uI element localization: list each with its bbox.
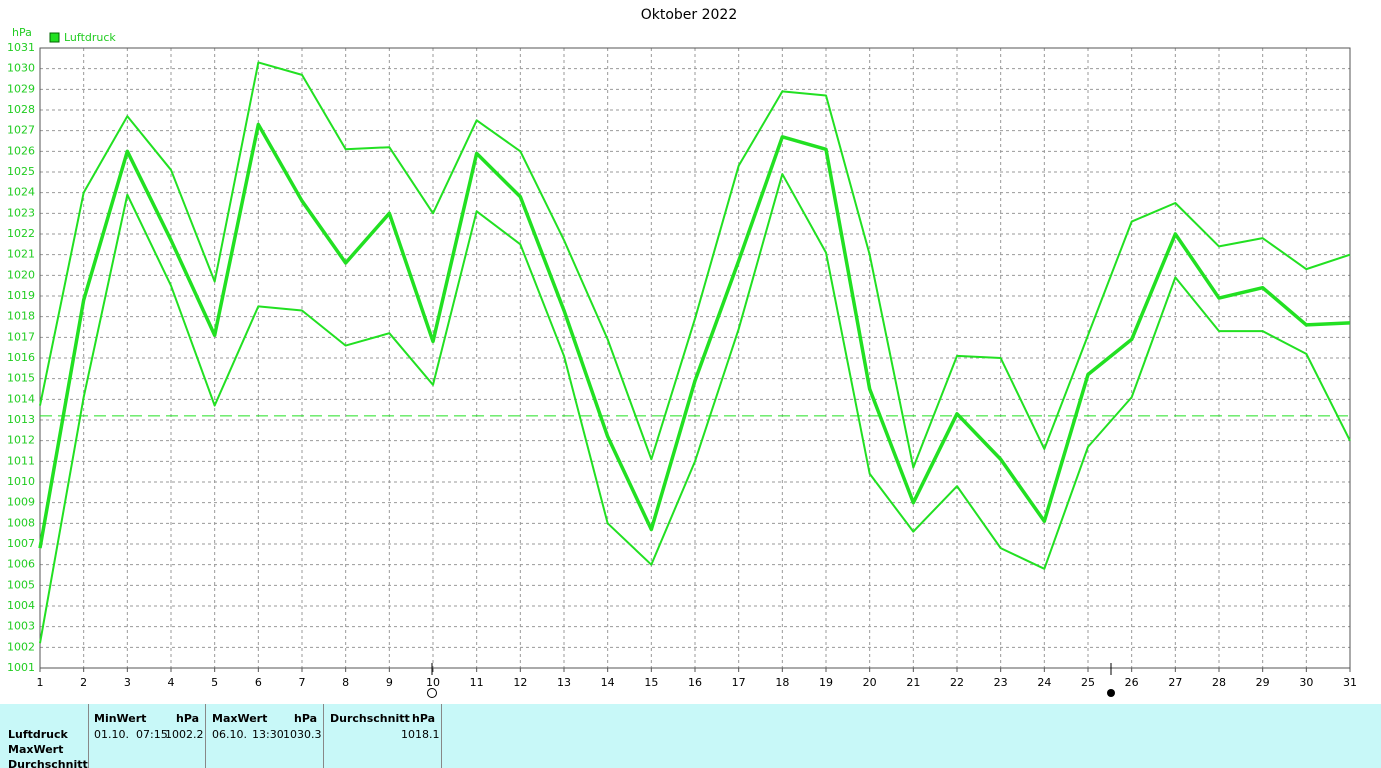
x-tick-label: 8 bbox=[342, 676, 349, 689]
x-tick-label: 29 bbox=[1256, 676, 1270, 689]
cell-value: 1002.2 bbox=[165, 728, 204, 741]
chart: Oktober 2022 hPa 1001 1002 1003 1004 1005 100… bbox=[7, 7, 1357, 698]
y-tick-label: 1027 bbox=[7, 124, 35, 137]
x-tick-label: 6 bbox=[255, 676, 262, 689]
y-tick-label: 1006 bbox=[7, 558, 35, 571]
x-tick-label: 26 bbox=[1125, 676, 1139, 689]
legend-label: Luftdruck bbox=[64, 31, 116, 44]
column-unit: hPa bbox=[176, 712, 200, 725]
row-label: Durchschnitt bbox=[8, 758, 88, 768]
column-unit: hPa bbox=[412, 712, 436, 725]
y-tick-label: 1016 bbox=[7, 351, 35, 364]
y-tick-label: 1013 bbox=[7, 413, 35, 426]
x-tick-label: 18 bbox=[775, 676, 789, 689]
column-separator bbox=[441, 704, 442, 768]
series-line bbox=[39, 173, 1351, 644]
y-tick-label: 1021 bbox=[7, 248, 35, 261]
y-tick-label: 1014 bbox=[7, 392, 35, 405]
x-tick-label: 13 bbox=[557, 676, 571, 689]
y-tick-label: 1020 bbox=[7, 268, 35, 281]
x-tick-label: 19 bbox=[819, 676, 833, 689]
column-separator bbox=[88, 704, 89, 768]
column-separator bbox=[323, 704, 324, 768]
x-tick-label: 30 bbox=[1299, 676, 1313, 689]
x-tick-label: 7 bbox=[299, 676, 306, 689]
x-tick-label: 24 bbox=[1037, 676, 1051, 689]
y-tick-label: 1018 bbox=[7, 310, 35, 323]
y-tick-label: 1031 bbox=[7, 41, 35, 54]
x-tick-label: 27 bbox=[1168, 676, 1182, 689]
column-unit: hPa bbox=[294, 712, 318, 725]
legend-swatch bbox=[49, 32, 60, 43]
x-tick-label: 16 bbox=[688, 676, 702, 689]
series-line bbox=[38, 122, 1351, 549]
cell-date: 06.10. bbox=[212, 728, 247, 741]
column-separator bbox=[205, 704, 206, 768]
y-tick-label: 1022 bbox=[7, 227, 35, 240]
y-tick-label: 1019 bbox=[7, 289, 35, 302]
cell-time: 13:30 bbox=[252, 728, 284, 741]
x-tick-label: 28 bbox=[1212, 676, 1226, 689]
y-tick-label: 1028 bbox=[7, 103, 35, 116]
y-tick-label: 1026 bbox=[7, 144, 35, 157]
x-tick-label: 2 bbox=[80, 676, 87, 689]
column-header: MinWert bbox=[94, 712, 147, 725]
cell-time: 07:15 bbox=[136, 728, 168, 741]
cell-value: 1018.1 bbox=[401, 728, 440, 741]
y-tick-label: 1025 bbox=[7, 165, 35, 178]
x-tick-label: 15 bbox=[644, 676, 658, 689]
y-tick-label: 1005 bbox=[7, 578, 35, 591]
x-tick-label: 22 bbox=[950, 676, 964, 689]
series-line bbox=[39, 61, 1351, 469]
x-tick-label: 10 bbox=[426, 676, 440, 689]
row-label: MaxWert bbox=[8, 743, 64, 756]
y-tick-label: 1012 bbox=[7, 434, 35, 447]
x-tick-label: 11 bbox=[470, 676, 484, 689]
y-tick-label: 1010 bbox=[7, 475, 35, 488]
column-header: Durchschnitt bbox=[330, 712, 410, 725]
x-tick-label: 14 bbox=[601, 676, 615, 689]
stats-table: Luftdruck MaxWert Durchschnitt MinWert h… bbox=[0, 704, 1381, 768]
x-tick-label: 20 bbox=[863, 676, 877, 689]
y-tick-label: 1029 bbox=[7, 82, 35, 95]
x-tick-label: 21 bbox=[906, 676, 920, 689]
new-moon-icon bbox=[1107, 689, 1115, 697]
y-tick-label: 1024 bbox=[7, 186, 35, 199]
x-tick-label: 17 bbox=[732, 676, 746, 689]
y-tick-label: 1007 bbox=[7, 537, 35, 550]
column-header: MaxWert bbox=[212, 712, 268, 725]
x-tick-label: 9 bbox=[386, 676, 393, 689]
y-tick-label: 1002 bbox=[7, 640, 35, 653]
row-label: Luftdruck bbox=[8, 728, 68, 741]
y-tick-label: 1009 bbox=[7, 496, 35, 509]
y-tick-label: 1015 bbox=[7, 372, 35, 385]
x-tick-label: 23 bbox=[994, 676, 1008, 689]
y-tick-label: 1004 bbox=[7, 599, 35, 612]
full-moon-icon bbox=[427, 688, 437, 698]
x-tick-label: 12 bbox=[513, 676, 527, 689]
x-tick-label: 31 bbox=[1343, 676, 1357, 689]
x-tick-label: 1 bbox=[37, 676, 44, 689]
y-unit: hPa bbox=[12, 26, 32, 39]
x-tick-label: 5 bbox=[211, 676, 218, 689]
x-tick-label: 25 bbox=[1081, 676, 1095, 689]
y-tick-label: 1011 bbox=[7, 454, 35, 467]
x-tick-label: 4 bbox=[168, 676, 175, 689]
y-tick-label: 1001 bbox=[7, 661, 35, 674]
chart-title: Oktober 2022 bbox=[641, 7, 738, 23]
y-tick-label: 1030 bbox=[7, 62, 35, 75]
y-tick-label: 1003 bbox=[7, 620, 35, 633]
y-tick-label: 1017 bbox=[7, 330, 35, 343]
y-tick-label: 1008 bbox=[7, 516, 35, 529]
cell-value: 1030.3 bbox=[283, 728, 322, 741]
cell-date: 01.10. bbox=[94, 728, 129, 741]
x-tick-label: 3 bbox=[124, 676, 131, 689]
y-tick-label: 1023 bbox=[7, 206, 35, 219]
